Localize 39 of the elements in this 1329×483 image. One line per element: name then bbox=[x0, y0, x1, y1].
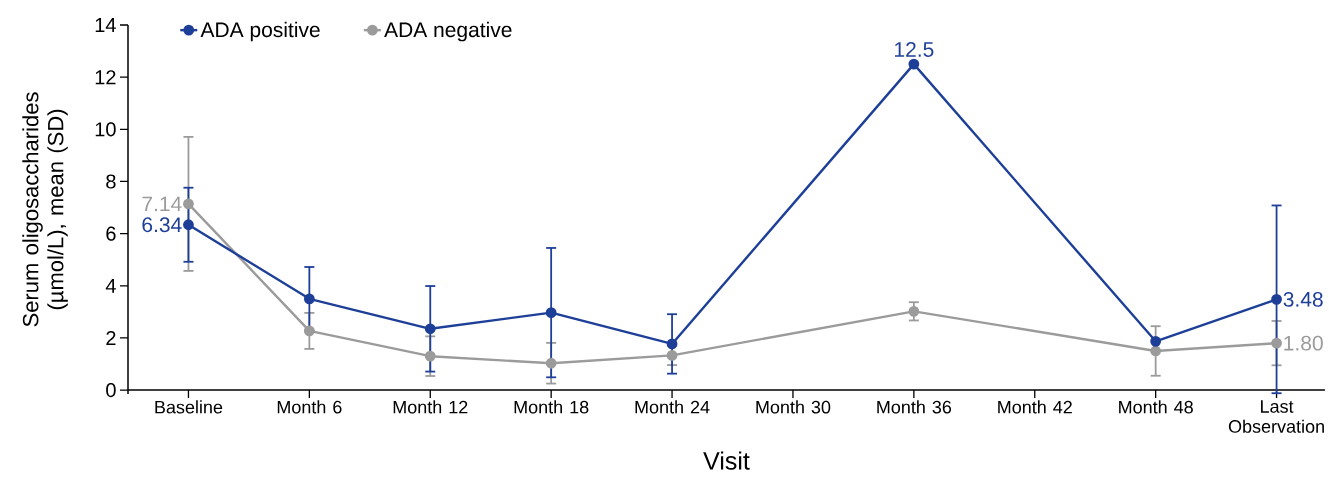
y-tick-label: 8 bbox=[106, 174, 116, 189]
data-label: 12.5 bbox=[895, 42, 934, 57]
x-tick-label: Baseline bbox=[155, 400, 223, 414]
y-tick-label: 2 bbox=[106, 330, 116, 345]
x-tick-label: Month 18 bbox=[514, 400, 589, 414]
point bbox=[545, 357, 557, 369]
y-tick-label: 6 bbox=[106, 226, 116, 241]
point bbox=[303, 325, 315, 337]
point bbox=[1150, 335, 1162, 347]
x-tick-label: Last Observation bbox=[1228, 400, 1324, 433]
y-tick-label: 12 bbox=[95, 70, 116, 85]
y-axis-title: Serum oligosaccharides (µmol/L), mean (SD) bbox=[22, 92, 68, 327]
data-label: 3.48 bbox=[1283, 291, 1323, 307]
x-tick-label: Month 24 bbox=[635, 400, 710, 414]
point bbox=[908, 58, 920, 70]
legend-label: ADA positive bbox=[200, 21, 320, 42]
point bbox=[1150, 345, 1162, 357]
point bbox=[303, 293, 315, 305]
x-tick-label: Month 42 bbox=[998, 400, 1072, 414]
point bbox=[1271, 293, 1282, 305]
x-tick-label: Month 30 bbox=[756, 400, 831, 414]
x-tick-label: Month 12 bbox=[393, 400, 468, 414]
point bbox=[424, 323, 436, 335]
data-label: 7.14 bbox=[142, 196, 182, 212]
point bbox=[545, 307, 557, 319]
x-tick-label: Month 36 bbox=[877, 400, 952, 414]
data-label: 6.34 bbox=[142, 217, 182, 233]
y-tick-label: 14 bbox=[95, 18, 116, 32]
x-tick-label: Month 48 bbox=[1119, 400, 1193, 414]
point bbox=[424, 350, 436, 362]
y-tick-label: 10 bbox=[95, 122, 116, 137]
y-tick-label: 4 bbox=[105, 278, 116, 293]
legend-label: ADA negative bbox=[384, 21, 512, 42]
y-tick-label: 0 bbox=[106, 383, 116, 398]
data-label: 1.80 bbox=[1284, 335, 1323, 351]
point bbox=[183, 219, 194, 231]
x-axis-title: Visit bbox=[703, 451, 750, 470]
point bbox=[908, 305, 920, 317]
x-tick-label: Month 6 bbox=[277, 400, 342, 414]
